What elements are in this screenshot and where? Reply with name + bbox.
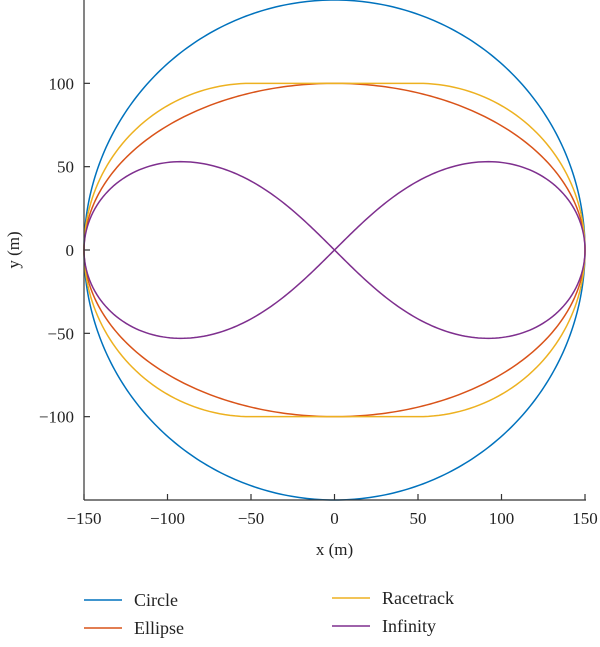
y-tick-label: −50 bbox=[47, 324, 74, 343]
x-tick-label: 100 bbox=[489, 509, 515, 528]
x-tick-label: 0 bbox=[330, 509, 339, 528]
legend: Circle Ellipse Racetrack Infinity bbox=[84, 588, 454, 638]
y-tick-label: −100 bbox=[39, 408, 74, 427]
axes: −150 −100 −50 0 50 100 150 −100 −50 0 50 100 bbox=[39, 0, 598, 528]
series-racetrack-line bbox=[83, 82, 586, 418]
legend-label-racetrack: Racetrack bbox=[382, 588, 454, 608]
y-tick-label: 0 bbox=[66, 241, 75, 260]
legend-label-ellipse: Ellipse bbox=[134, 618, 184, 638]
x-tick-label: 50 bbox=[410, 509, 427, 528]
plot-curves bbox=[83, 0, 586, 501]
legend-label-infinity: Infinity bbox=[382, 616, 436, 636]
y-axis-label: y (m) bbox=[4, 231, 23, 268]
y-tick-label: 50 bbox=[57, 158, 74, 177]
x-ticks: −150 −100 −50 0 50 100 150 bbox=[66, 494, 598, 528]
x-tick-label: 150 bbox=[572, 509, 598, 528]
x-tick-label: −100 bbox=[150, 509, 185, 528]
x-tick-label: −50 bbox=[238, 509, 265, 528]
series-infinity-line bbox=[83, 160, 586, 340]
y-ticks: −100 −50 0 50 100 bbox=[39, 74, 90, 427]
x-axis-label: x (m) bbox=[316, 540, 353, 559]
y-tick-label: 100 bbox=[49, 74, 75, 93]
x-tick-label: −150 bbox=[66, 509, 101, 528]
legend-label-circle: Circle bbox=[134, 590, 178, 610]
